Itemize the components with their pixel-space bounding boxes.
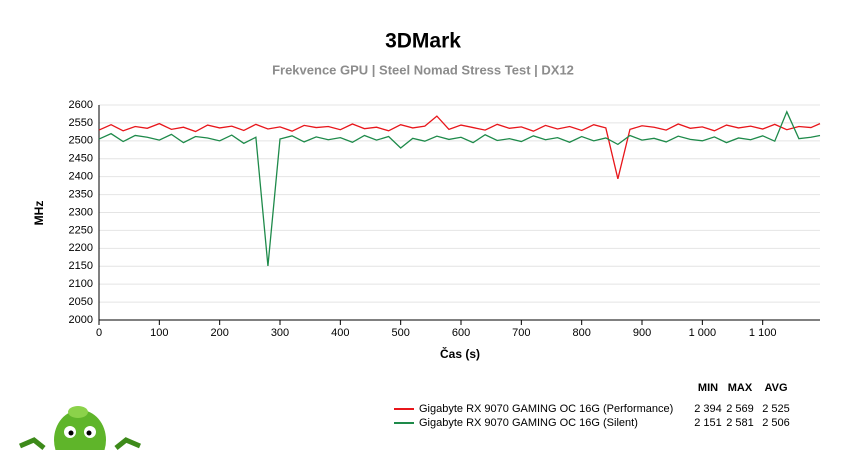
y-tick-label: 2550: [69, 117, 93, 129]
y-tick-label: 2100: [69, 278, 93, 290]
y-tick-label: 2300: [69, 206, 93, 218]
stats-value: 2 569: [726, 403, 754, 415]
stats-value: 2 506: [762, 417, 790, 429]
stats-value: 2 151: [694, 417, 722, 429]
x-tick-label: 0: [96, 327, 102, 339]
y-tick-label: 2500: [69, 135, 93, 147]
mascot: [19, 406, 141, 450]
y-tick-label: 2400: [69, 171, 93, 183]
x-tick-label: 1 000: [689, 327, 717, 339]
x-tick-label: 800: [572, 327, 590, 339]
legend-label: Gigabyte RX 9070 GAMING OC 16G (Performa…: [419, 403, 673, 415]
y-tick-label: 2250: [69, 224, 93, 236]
x-tick-label: 400: [331, 327, 349, 339]
y-tick-label: 2150: [69, 260, 93, 272]
data-line: [98, 115, 821, 179]
legend-label: Gigabyte RX 9070 GAMING OC 16G (Silent): [419, 417, 638, 429]
x-tick-label: 500: [391, 327, 409, 339]
y-tick-label: 2200: [69, 242, 93, 254]
chart-subtitle: Frekvence GPU | Steel Nomad Stress Test …: [272, 62, 574, 77]
y-tick-label: 2600: [69, 99, 93, 111]
stats-value: 2 394: [694, 403, 722, 415]
x-tick-label: 1 100: [749, 327, 777, 339]
chart-title: 3DMark: [385, 30, 461, 53]
y-axis-label: MHz: [32, 201, 46, 226]
x-tick-label: 200: [210, 327, 228, 339]
x-tick-label: 900: [633, 327, 651, 339]
y-tick-label: 2050: [69, 296, 93, 308]
x-tick-label: 700: [512, 327, 530, 339]
y-tick-label: 2350: [69, 188, 93, 200]
data-line: [98, 110, 821, 266]
x-axis-label: Čas (s): [440, 346, 480, 361]
x-tick-label: 600: [452, 327, 470, 339]
x-tick-label: 100: [150, 327, 168, 339]
stats-value: 2 581: [726, 417, 754, 429]
stats-header: MIN: [698, 382, 718, 394]
stats-value: 2 525: [762, 403, 790, 415]
stats-header: MAX: [728, 382, 753, 394]
x-tick-label: 300: [271, 327, 289, 339]
y-tick-label: 2000: [69, 314, 93, 326]
stats-header: AVG: [764, 382, 787, 394]
y-tick-label: 2450: [69, 153, 93, 165]
